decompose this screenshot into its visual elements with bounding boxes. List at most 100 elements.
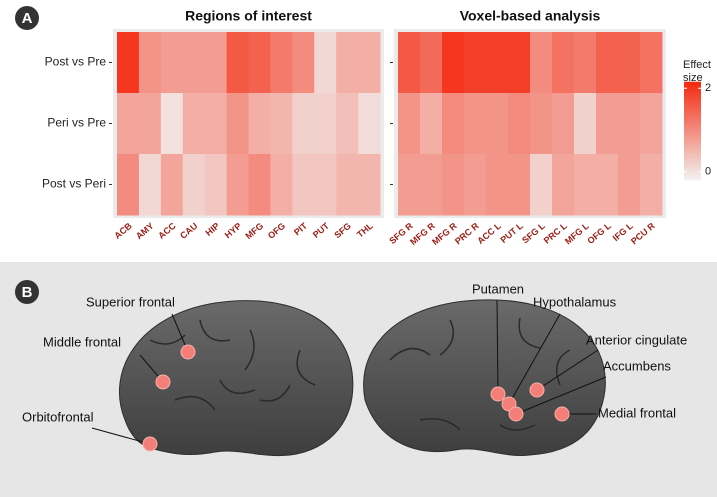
heatmap-cell [442, 93, 465, 155]
brain-left [119, 300, 354, 457]
colorbar-step [684, 116, 701, 120]
region-marker [529, 382, 545, 398]
heatmap-cell [138, 32, 162, 94]
heatmap-cell [530, 93, 553, 155]
x-tick-label: SFG [332, 221, 353, 241]
chart-title: Regions of interest [185, 8, 312, 24]
heatmap-cell [486, 93, 509, 155]
colorbar-step [684, 167, 701, 171]
colorbar-step [684, 135, 701, 139]
heatmap-cell [204, 154, 228, 216]
colorbar-step [684, 165, 701, 169]
heatmap-cell [314, 32, 337, 94]
heatmap-cell [292, 32, 315, 94]
colorbar-step [684, 138, 701, 142]
annotation-line [508, 313, 561, 405]
colorbar-step [684, 133, 701, 137]
heatmap-cell [248, 154, 271, 216]
heatmap-cell [292, 93, 315, 155]
x-tick-label: ACC [156, 220, 178, 241]
colorbar-step [684, 160, 701, 164]
heatmap-cell [640, 32, 663, 94]
heatmap-cell [160, 93, 184, 155]
heatmap-cell [508, 32, 531, 94]
heatmap-cell [618, 154, 641, 216]
heatmap-cell [336, 32, 359, 94]
x-tick-label: PIT [292, 220, 310, 237]
x-tick-label: ACB [112, 220, 134, 241]
colorbar-step [684, 93, 701, 97]
heatmap-cell [314, 93, 337, 155]
colorbar-step [684, 111, 701, 115]
heatmap-cell [442, 32, 465, 94]
heatmap-cell [398, 32, 421, 94]
colorbar-step [684, 172, 701, 176]
chart-title: Voxel-based analysis [460, 8, 601, 24]
heatmap-cell [420, 154, 443, 216]
colorbar-tick-label: 0 [705, 166, 711, 178]
colorbar-step [684, 142, 701, 146]
colorbar-step [684, 130, 701, 134]
x-tick-label: OFG L [585, 220, 613, 246]
heatmap-cell [358, 154, 381, 216]
heatmap-cell [117, 154, 140, 216]
heatmap-cell [138, 154, 162, 216]
x-tick-label: PRC R [453, 220, 481, 246]
x-tick-label: PUT [311, 220, 332, 240]
region-label: Putamen [472, 281, 524, 296]
heatmap-cell [508, 93, 531, 155]
heatmap-cell [182, 154, 206, 216]
region-label: Anterior cingulate [586, 332, 687, 347]
region-label: Middle frontal [43, 334, 121, 349]
colorbar-tick-label: 2 [705, 82, 711, 94]
colorbar-step [684, 84, 701, 88]
region-label: Accumbens [603, 358, 671, 373]
brain-right [363, 299, 606, 456]
x-tick-label: OFG [266, 221, 287, 241]
heatmap-cell [530, 32, 553, 94]
heatmap-cell [117, 32, 140, 94]
heatmap-cell [248, 32, 271, 94]
colorbar-step [684, 120, 701, 124]
heatmap-cell [160, 154, 184, 216]
region-label: Orbitofrontal [22, 409, 94, 424]
heatmap-cell [640, 154, 663, 216]
heatmap-cell [596, 154, 619, 216]
colorbar-step [684, 177, 701, 181]
heatmap-cell [398, 154, 421, 216]
region-marker [180, 344, 196, 360]
colorbar-step [684, 155, 701, 159]
x-tick-label: THL [355, 220, 375, 239]
region-marker [490, 386, 506, 402]
heatmap-cell [358, 93, 381, 155]
x-tick-label: AMY [134, 221, 156, 242]
colorbar-step [684, 157, 701, 161]
panel-label: A [22, 10, 33, 27]
heatmap-cell [420, 32, 443, 94]
heatmap-cell [574, 154, 597, 216]
region-label: Superior frontal [86, 294, 175, 309]
heatmap-cell [160, 32, 184, 94]
x-tick-label: ACC L [475, 220, 503, 246]
region-marker [554, 406, 570, 422]
colorbar-step [684, 150, 701, 154]
annotation-line [496, 299, 499, 395]
heatmap-cell [464, 154, 487, 216]
colorbar-step [684, 118, 701, 122]
x-tick-label: MFG [244, 221, 266, 242]
heatmap-cell [530, 154, 553, 216]
colorbar-step [684, 91, 701, 95]
heatmap-cell [596, 93, 619, 155]
colorbar-step [684, 108, 701, 112]
heatmap-cell [618, 32, 641, 94]
panel-label-badge [15, 280, 39, 304]
heatmap-cell [508, 154, 531, 216]
heatmap-cell [270, 32, 293, 94]
colorbar-step [684, 98, 701, 102]
colorbar-step [684, 103, 701, 107]
heatmap-cell [270, 93, 293, 155]
y-tick-label: Peri vs Pre [47, 116, 106, 130]
x-tick-label: PUT L [498, 220, 525, 245]
y-tick-label: Post vs Pre [45, 55, 107, 69]
colorbar-step [684, 96, 701, 100]
